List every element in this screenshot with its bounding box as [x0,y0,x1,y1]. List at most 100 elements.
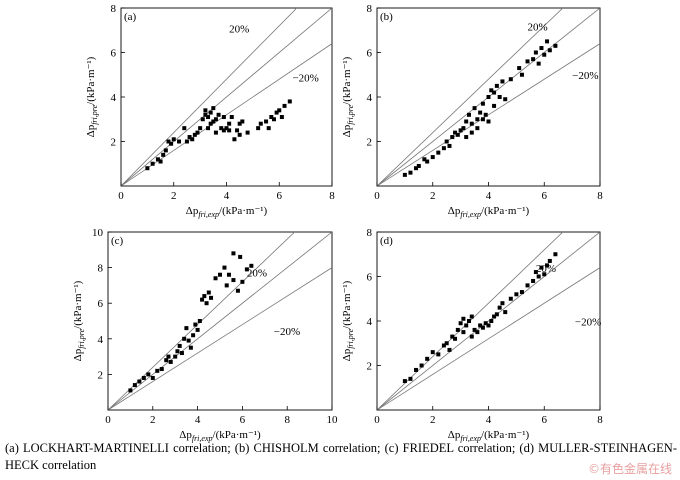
data-point [455,132,460,137]
y-axis-label: Δpfri,pre/(kPa·m⁻¹) [85,56,99,137]
data-point [466,319,471,323]
data-point [222,265,227,270]
y-tick-label: 2 [367,361,373,373]
data-point [525,283,530,288]
data-point [441,343,446,348]
reference-line [377,43,600,186]
data-point [458,321,463,326]
data-point [447,143,452,148]
data-point [542,52,547,57]
data-point [163,148,168,153]
data-point [517,66,522,71]
data-point [216,112,221,117]
reference-line [121,43,332,186]
x-tick-label: 2 [171,190,177,202]
x-tick-label: 0 [374,190,380,202]
y-tick-label: 8 [111,3,117,15]
data-point [461,316,466,321]
chart-panel-c: 20% −20% 0 2 4 6 8 10 2 4 6 8 10 (c) Δpfri,exp/(kPa·m⁻… [72,227,339,443]
data-point [231,278,236,283]
data-point [464,119,469,124]
data-point [492,90,497,95]
data-point [128,388,133,393]
reference-line [377,232,564,410]
data-point [256,126,261,131]
data-point [240,279,245,284]
data-point [226,272,231,277]
data-point [461,126,466,131]
data-point [441,146,446,151]
data-point [547,48,552,53]
data-point [271,117,276,122]
data-point [436,150,441,155]
data-point [466,112,471,117]
data-point [525,59,530,64]
reference-line [108,232,296,410]
data-point [475,126,480,131]
data-point [208,121,213,126]
data-point [480,325,485,330]
data-point [472,327,477,332]
data-point [486,119,491,124]
data-point [244,267,249,272]
plot-frame [107,231,333,411]
data-point [494,83,499,88]
data-point [175,349,180,354]
data-point [514,292,519,297]
data-point [221,128,226,133]
y-tick-label: 6 [98,298,104,310]
data-point [229,115,234,120]
data-point [492,314,497,319]
data-point [494,312,499,317]
y-axis-label: Δpfri,pre/(kPa·m⁻¹) [341,56,355,137]
y-tick-label: 2 [98,369,104,381]
x-tick-label: 4 [486,414,492,426]
data-point [150,161,155,166]
x-tick-label: 10 [327,414,339,426]
y-tick-label: 4 [367,92,373,104]
panel-label: (b) [380,11,393,23]
data-point [486,323,491,328]
x-tick-label: 8 [597,414,603,426]
data-point [195,327,200,332]
data-point [192,132,197,137]
data-point [497,305,502,310]
reference-line-label: −20% [274,326,300,338]
data-point [188,345,193,350]
data-point [489,88,494,93]
data-point [182,126,187,131]
watermark: ©有色金属在线 [587,462,672,476]
data-point [218,272,222,277]
data-point [422,157,427,162]
data-point [238,254,243,259]
data-point [503,97,508,102]
data-point [483,321,488,326]
x-tick-label: 4 [486,190,492,202]
data-point [177,343,182,348]
data-point [193,322,198,327]
data-point [177,139,182,144]
data-point [187,135,192,140]
reference-line [121,8,298,186]
y-axis-label: Δpfri,pre/(kPa·m⁻¹) [341,280,355,361]
data-point [249,263,254,268]
data-point [266,126,271,131]
data-point [277,108,282,113]
data-point [486,95,491,99]
y-tick-label: 10 [92,227,104,239]
data-point [444,341,449,346]
data-point [450,334,455,339]
data-point [464,323,469,328]
x-axis-label: Δpfri,exp/(kPa·m⁻¹) [448,429,530,443]
y-tick-label: 8 [367,3,373,15]
data-point [539,265,544,270]
data-point [539,46,544,51]
data-point [150,375,155,380]
chart-panel-d: 20%−20%0 2 4 6 82468(d)Δpfri,exp/(kPa·m⁻¹)Δp… [341,227,603,443]
data-point [503,310,508,315]
data-point [469,314,474,319]
data-point [545,263,550,268]
data-point [179,351,184,356]
data-point [211,106,216,111]
